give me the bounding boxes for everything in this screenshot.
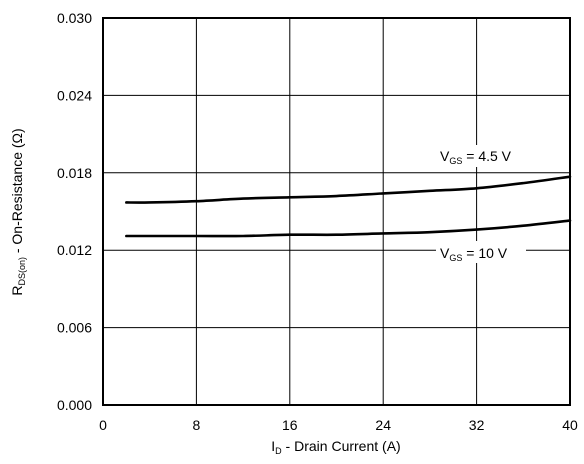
y-tick-label: 0.030: [57, 10, 92, 26]
series-line-vgs-10: [125, 219, 572, 238]
x-tick-label: 24: [375, 417, 391, 433]
series-label-main: V: [440, 148, 450, 164]
y-axis-title-main: R: [9, 286, 25, 296]
x-tick-labels: 0 8 16 24 32 40: [99, 417, 578, 433]
y-tick-label: 0.024: [57, 87, 92, 103]
y-tick-label: 0.006: [57, 320, 92, 336]
x-tick-label: 0: [99, 417, 107, 433]
series-curves: [125, 175, 572, 238]
x-tick-label: 16: [282, 417, 298, 433]
x-axis-title-main: I: [271, 438, 275, 454]
series-label-main: V: [440, 245, 450, 261]
y-axis-title-rest: - On-Resistance (Ω): [9, 128, 25, 257]
y-tick-label: 0.018: [57, 165, 92, 181]
x-tick-label: 8: [193, 417, 201, 433]
y-axis-title: RDS(on) - On-Resistance (Ω): [9, 128, 27, 295]
series-label-bg-vgs-4-5: [436, 145, 536, 167]
series-label-sub: GS: [449, 156, 462, 166]
x-axis-title-rest: - Drain Current (A): [282, 438, 401, 454]
series-label-bg-vgs-10: [436, 241, 526, 263]
x-axis-title-sub: D: [275, 446, 282, 456]
x-axis-title: ID - Drain Current (A): [271, 438, 400, 456]
series-label-rest: = 4.5 V: [462, 148, 511, 164]
grid-lines: [102, 17, 571, 406]
series-line-vgs-4-5: [125, 175, 572, 204]
y-axis-title-sub: DS(on): [17, 257, 27, 286]
y-tick-labels: 0.000 0.006 0.012 0.018 0.024 0.030: [57, 10, 92, 413]
x-tick-label: 40: [562, 417, 578, 433]
series-label-sub: GS: [449, 253, 462, 263]
series-label-vgs-4-5: VGS = 4.5 V: [440, 148, 512, 166]
y-tick-label: 0.012: [57, 242, 92, 258]
series-label-rest: = 10 V: [462, 245, 507, 261]
x-tick-label: 32: [469, 417, 485, 433]
plot-frame: [102, 17, 571, 406]
y-tick-label: 0.000: [57, 397, 92, 413]
series-label-vgs-10: VGS = 10 V: [440, 245, 508, 263]
